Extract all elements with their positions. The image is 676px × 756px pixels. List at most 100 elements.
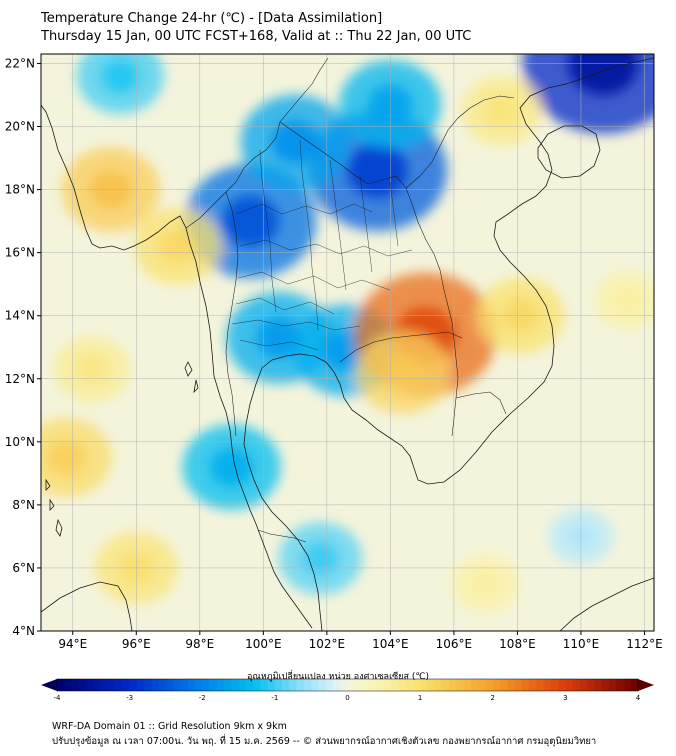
coastline-tonkin [519,57,654,143]
anomaly-core [302,542,339,575]
anomaly-core [256,317,303,359]
coastline-peninsula-east [243,367,323,631]
anomaly-core [271,120,319,164]
coastlines [41,57,654,631]
colorbar-cell [202,679,210,691]
footer-credit: ปรับปรุงข้อมูล ณ เวลา 07:00น. วัน พฤ. ที… [52,736,597,747]
colorbar-cell [369,679,377,691]
colorbar-cell [158,679,167,691]
anomaly-core [210,447,253,487]
border-vietnam-cambodia [455,391,507,415]
lon-label: 112°E [626,637,663,651]
colorbar-tick-label: 3 [563,694,567,702]
colorbar-cell [325,679,334,691]
colorbar-cell [187,679,196,691]
colorbar-cell [78,679,87,691]
lon-label: 98°E [185,637,214,651]
colorbar-cell [311,679,319,691]
colorbar-cell [194,679,203,691]
colorbar-cell [231,679,239,691]
colorbar-cell [529,679,537,691]
colorbar-cell [478,679,486,691]
border-thailand-cambodia [339,331,463,363]
colorbar-cell [543,679,552,691]
colorbar-cell [434,679,443,691]
coastline-myanmar [41,104,235,463]
lat-label: 12°N [5,372,35,386]
colorbar-cell [129,679,138,691]
colorbar-cell [173,679,181,691]
colorbar-cells [57,679,639,691]
colorbar-cell [151,679,160,691]
colorbar-cell [209,679,218,691]
colorbar-cell [398,679,406,691]
anomaly-core [75,354,109,385]
colorbar-cell [332,679,341,691]
lat-label: 10°N [5,435,35,449]
border-myanmar-thailand [185,57,329,229]
lon-label: 94°E [58,637,87,651]
colorbar-cell [362,679,370,691]
colorbar-cell [536,679,544,691]
anomaly-core [347,143,408,198]
colorbar-cell [507,679,515,691]
colorbar-cell [282,679,290,691]
colorbar-cell [100,679,109,691]
colorbar-cell [449,679,457,691]
colorbar-tick-label: -4 [54,694,62,702]
colorbar-cell [238,679,247,691]
colorbar-cell [136,679,145,691]
colorbar-cell [470,679,479,691]
hainan-island [537,125,601,179]
border-laos-vietnam [405,95,515,189]
colorbar-cell [500,679,508,691]
colorbar-cell [427,679,436,691]
colorbar-cell [391,679,399,691]
colorbar-tick-label: -2 [199,694,206,702]
lon-label: 100°E [245,637,282,651]
colorbar-tick-label: 4 [636,694,641,702]
colorbar-cell [71,679,80,691]
colorbar-outline [56,678,639,692]
colorbar-cell [376,679,385,691]
colorbar-tick-label: 0 [345,694,349,702]
colorbar-cell [180,679,189,691]
colorbar-cell [579,679,588,691]
map-axes: 22°N 20°N 18°N 16°N 14°N 12°N 10°N 8°N 6°N 4°N 94°… [5,56,663,651]
anomaly-core [382,353,424,391]
andaman-islands [45,478,63,537]
lon-label: 108°E [499,637,536,651]
lat-label: 14°N [5,309,35,323]
colorbar-tick-label: -3 [126,694,133,702]
coastline-borneo [559,577,654,631]
colorbar-min-arrow [41,679,57,691]
border-thailand-west [225,191,239,437]
colorbar-cell [340,679,348,691]
lat-label: 8°N [12,498,35,512]
anomaly-core [484,95,519,127]
coastline-sumatra [41,581,133,631]
colorbar-cell [274,679,283,691]
colorbar-cell [601,679,610,691]
colorbar-cell [405,679,414,691]
colorbar-cell [485,679,494,691]
lat-label: 18°N [5,183,35,197]
colorbar-max-arrow [638,679,654,691]
colorbar-cell [463,679,472,691]
colorbar-tick-label: 1 [418,694,422,702]
colorbar-cell [354,679,363,691]
colorbar-cell [64,679,72,691]
map-title: Temperature Change 24-hr (℃) - [Data Ass… [41,11,383,26]
colorbar-cell [608,679,617,691]
border-laos [279,121,459,437]
map-frame [40,53,655,632]
lon-label: 96°E [122,637,151,651]
lat-label: 20°N [5,120,35,134]
lat-label: 4°N [12,624,35,638]
provincial-lines [231,139,413,351]
nicobar-islands [184,361,199,394]
colorbar: -4 -3 -2 -1 0 1 2 3 4 [41,678,654,702]
colorbar-label: อุณหภูมิเปลี่ยนแปลง หน่วย องศาเซลเซียส (… [246,672,430,682]
colorbar-tick-label: -1 [271,694,278,702]
